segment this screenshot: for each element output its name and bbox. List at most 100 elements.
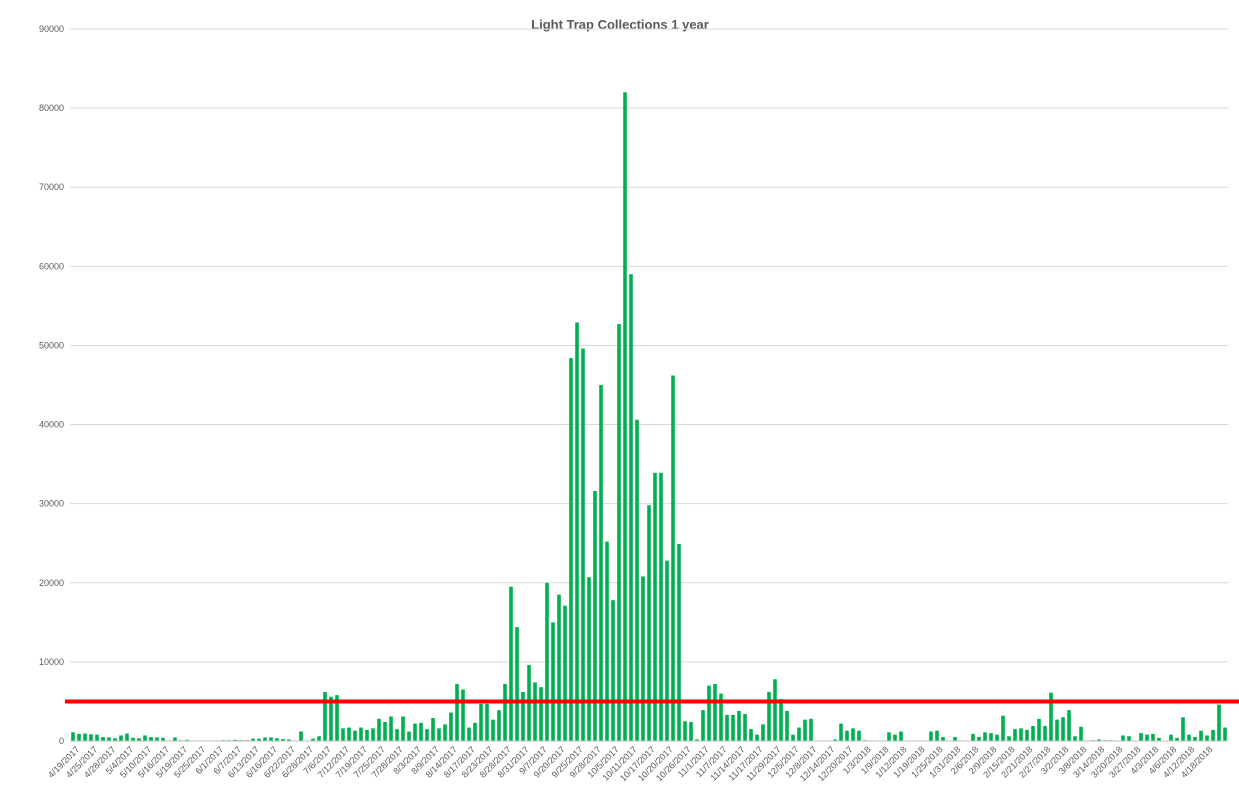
bar — [1073, 736, 1077, 741]
bar — [893, 734, 897, 741]
bar — [251, 738, 255, 741]
bar — [473, 722, 477, 741]
bar — [1079, 726, 1083, 741]
bar — [395, 729, 399, 741]
bar — [341, 728, 345, 741]
bar — [1217, 704, 1221, 741]
bar — [521, 691, 525, 741]
bar — [533, 682, 537, 741]
bar — [953, 737, 957, 741]
bar — [599, 385, 603, 741]
bar — [851, 728, 855, 741]
bar — [149, 737, 153, 741]
bar — [629, 274, 633, 741]
bar — [1193, 737, 1197, 741]
bar — [665, 560, 669, 741]
bar — [731, 714, 735, 741]
bar — [587, 577, 591, 741]
bar — [1025, 729, 1029, 741]
bar — [617, 324, 621, 741]
bar — [767, 691, 771, 741]
bar — [719, 693, 723, 741]
bar — [791, 734, 795, 741]
bar — [797, 727, 801, 741]
bar — [785, 710, 789, 741]
y-tick-label: 20000 — [39, 578, 64, 588]
y-tick-label: 60000 — [39, 261, 64, 271]
bar — [77, 733, 81, 741]
bar — [779, 699, 783, 741]
bar — [1013, 729, 1017, 741]
bar — [485, 703, 489, 741]
bar — [1001, 715, 1005, 741]
bar — [887, 732, 891, 741]
bar — [491, 719, 495, 741]
bar — [431, 718, 435, 741]
bar — [701, 710, 705, 741]
y-tick-label: 30000 — [39, 499, 64, 509]
bar — [359, 727, 363, 741]
bar — [1061, 717, 1065, 741]
bar — [1067, 710, 1071, 741]
bar — [1211, 729, 1215, 741]
bar — [173, 737, 177, 741]
bar — [515, 627, 519, 741]
bar — [287, 739, 291, 741]
bar — [377, 718, 381, 741]
bar — [1097, 739, 1101, 741]
bar — [1037, 718, 1041, 741]
bar — [263, 737, 267, 741]
bar — [707, 685, 711, 741]
bar — [1121, 735, 1125, 741]
y-tick-label: 70000 — [39, 182, 64, 192]
bar — [605, 541, 609, 741]
bar — [1169, 734, 1173, 741]
bar — [809, 718, 813, 741]
bar — [899, 731, 903, 741]
bar — [683, 721, 687, 741]
bar — [749, 729, 753, 741]
bar — [857, 730, 861, 741]
bar — [503, 684, 507, 741]
bar — [155, 737, 159, 741]
bar — [839, 723, 843, 741]
bar — [593, 491, 597, 741]
bar — [311, 738, 315, 741]
bar — [773, 679, 777, 741]
bar — [101, 737, 105, 741]
bars — [71, 92, 1227, 742]
bar — [107, 737, 111, 741]
bar — [401, 716, 405, 741]
bar — [557, 594, 561, 741]
bar — [1199, 730, 1203, 741]
bar — [971, 733, 975, 741]
bar — [1043, 725, 1047, 741]
bar — [1223, 727, 1227, 741]
bar — [383, 722, 387, 741]
bar — [257, 738, 261, 741]
y-tick-label: 40000 — [39, 420, 64, 430]
bar — [419, 722, 423, 741]
bar — [1187, 734, 1191, 741]
bar — [653, 472, 657, 741]
bar — [275, 738, 279, 741]
bar — [983, 732, 987, 741]
bar — [755, 734, 759, 741]
bar — [695, 739, 699, 741]
bar — [323, 691, 327, 741]
bar — [989, 733, 993, 741]
bar — [143, 735, 147, 741]
bar — [131, 737, 135, 741]
bar — [581, 348, 585, 741]
bar — [689, 722, 693, 741]
bar — [1157, 737, 1161, 741]
bar — [371, 728, 375, 741]
bar — [281, 739, 285, 741]
bar — [443, 724, 447, 741]
bar — [335, 695, 339, 741]
bar — [551, 622, 555, 741]
bar — [977, 737, 981, 741]
bar — [941, 737, 945, 741]
bar — [89, 734, 93, 741]
